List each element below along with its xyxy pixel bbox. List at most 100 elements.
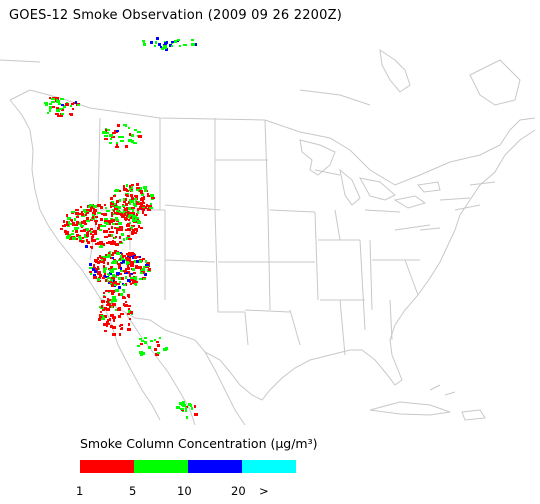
smoke-pixel	[142, 202, 145, 204]
smoke-pixel	[123, 198, 126, 201]
smoke-pixel	[116, 142, 118, 144]
smoke-pixel	[150, 340, 153, 342]
smoke-pixel	[109, 223, 111, 225]
smoke-pixel	[87, 228, 89, 231]
smoke-pixel	[105, 230, 108, 233]
smoke-pixel	[102, 309, 105, 311]
smoke-pixel	[120, 136, 124, 138]
smoke-pixel	[75, 209, 79, 211]
smoke-pixel	[135, 283, 137, 286]
smoke-pixel	[103, 265, 105, 268]
canada-outline	[0, 48, 521, 106]
smoke-pixel	[72, 108, 74, 110]
smoke-pixel	[89, 267, 93, 269]
smoke-pixel	[145, 206, 147, 209]
smoke-pixel	[47, 112, 49, 114]
smoke-pixel	[127, 305, 131, 307]
smoke-pixel	[99, 241, 103, 244]
smoke-pixel	[95, 216, 98, 218]
smoke-pixel	[155, 353, 159, 356]
state-lines	[89, 117, 496, 356]
smoke-pixel	[107, 298, 109, 301]
smoke-pixel	[103, 243, 105, 246]
smoke-pixel	[106, 324, 108, 327]
smoke-pixel	[185, 409, 187, 412]
smoke-pixel	[104, 275, 106, 277]
smoke-pixel	[107, 277, 111, 279]
smoke-pixel	[96, 259, 98, 262]
smoke-pixel	[132, 257, 134, 259]
smoke-pixel	[108, 228, 110, 230]
smoke-pixel	[129, 188, 131, 191]
smoke-pixel	[132, 219, 136, 222]
smoke-pixel	[114, 284, 117, 286]
smoke-pixel	[125, 145, 128, 148]
smoke-pixel	[119, 227, 123, 230]
smoke-pixel	[136, 229, 138, 232]
smoke-pixel	[110, 282, 112, 285]
smoke-pixel	[111, 201, 114, 203]
smoke-pixel	[116, 212, 119, 215]
smoke-pixel	[90, 273, 92, 275]
color-scale	[80, 460, 296, 473]
smoke-pixel	[86, 235, 89, 237]
smoke-pixel	[120, 262, 123, 264]
smoke-pixel	[123, 238, 125, 241]
smoke-pixel	[102, 277, 105, 279]
smoke-pixel	[89, 263, 92, 266]
smoke-pixel	[150, 203, 152, 205]
smoke-pixel	[131, 197, 134, 200]
smoke-pixel	[138, 260, 142, 263]
smoke-pixel	[110, 325, 113, 328]
smoke-pixel	[107, 303, 111, 306]
smoke-pixel	[179, 45, 181, 47]
smoke-pixel	[120, 255, 123, 258]
smoke-pixel	[71, 103, 74, 105]
smoke-pixel	[111, 231, 114, 233]
smoke-pixel	[99, 306, 101, 308]
smoke-pixel	[121, 233, 124, 236]
smoke-pixel	[120, 270, 123, 272]
smoke-pixel	[120, 313, 124, 315]
smoke-pixel	[179, 402, 182, 405]
smoke-pixel	[130, 283, 132, 285]
smoke-pixel	[180, 408, 184, 410]
smoke-pixel	[140, 191, 143, 194]
smoke-pixel	[132, 229, 135, 231]
smoke-pixel	[110, 257, 112, 259]
smoke-pixel	[124, 270, 126, 273]
smoke-pixel	[135, 256, 139, 258]
smoke-pixel	[140, 187, 142, 190]
smoke-pixel	[111, 215, 113, 217]
smoke-pixel	[128, 139, 132, 142]
smoke-pixel	[77, 213, 81, 215]
smoke-pixel	[111, 212, 113, 215]
smoke-pixel	[138, 266, 142, 269]
smoke-pixel	[122, 205, 125, 207]
smoke-pixel	[69, 113, 72, 115]
smoke-pixel	[61, 104, 64, 106]
smoke-pixel	[160, 46, 162, 48]
smoke-pixel	[101, 213, 103, 215]
smoke-pixel	[112, 303, 116, 306]
smoke-pixel	[116, 283, 120, 285]
smoke-pixel	[165, 347, 168, 350]
smoke-pixel	[72, 230, 74, 232]
smoke-pixel	[137, 220, 140, 223]
smoke-pixel	[122, 255, 126, 257]
smoke-pixel	[101, 259, 103, 261]
smoke-pixel	[111, 262, 115, 264]
smoke-pixel	[150, 194, 154, 197]
smoke-pixel	[131, 253, 135, 256]
smoke-pixel	[130, 273, 133, 275]
smoke-pixel	[44, 102, 48, 104]
smoke-pixel	[111, 226, 113, 229]
smoke-pixel	[90, 233, 92, 235]
smoke-pixel	[91, 238, 93, 240]
smoke-pixel	[111, 306, 113, 308]
smoke-pixel	[114, 227, 116, 229]
smoke-pixel	[115, 219, 119, 221]
smoke-pixel	[156, 341, 159, 343]
smoke-pixel	[131, 212, 135, 215]
smoke-pixel	[122, 297, 126, 299]
